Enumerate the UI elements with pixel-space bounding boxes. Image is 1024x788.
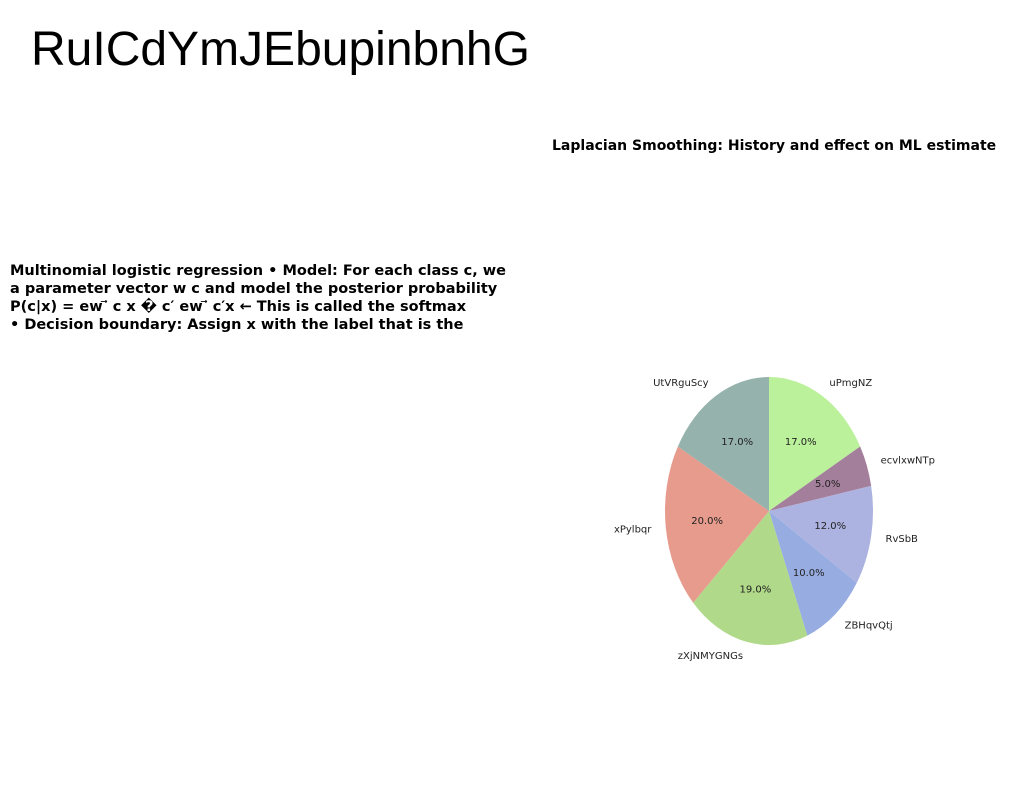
chart-title: Laplacian Smoothing: History and effect … xyxy=(552,138,997,154)
slice-category-label: ZBHqvQtj xyxy=(845,621,893,632)
slice-percent-label: 19.0% xyxy=(740,585,772,596)
slice-percent-label: 17.0% xyxy=(785,437,817,448)
slice-category-label: UtVRguScy xyxy=(653,378,709,389)
body-text-line: Multinomial logistic regression • Model:… xyxy=(10,263,507,279)
slice-percent-label: 20.0% xyxy=(691,516,723,527)
slice-category-label: zXjNMYGNGs xyxy=(678,651,743,662)
pie-slice xyxy=(769,377,861,511)
pie-chart: 17.0% uPmgNZ 5.0% ecvlxwNTp 12.0% RvSbB 10.0% Z… xyxy=(614,377,935,662)
slice-category-label: uPmgNZ xyxy=(829,378,872,389)
slice-category-label: xPylbqr xyxy=(614,525,652,536)
pie-slice xyxy=(769,511,857,636)
slice-category-label: ecvlxwNTp xyxy=(881,456,935,467)
page-title: RuICdYmJEbupinbnhG xyxy=(31,23,530,76)
slice-percent-label: 10.0% xyxy=(793,568,825,579)
slice-category-label: RvSbB xyxy=(886,534,919,545)
body-text-line: a parameter vector w c and model the pos… xyxy=(10,281,498,297)
slice-percent-label: 17.0% xyxy=(721,437,753,448)
pie-slice xyxy=(769,446,872,511)
pie-slice xyxy=(677,377,769,511)
pie-slice xyxy=(769,485,874,583)
pie-slice xyxy=(693,511,808,645)
pie-slice xyxy=(664,446,769,603)
slice-percent-label: 12.0% xyxy=(814,521,846,532)
body-text: Multinomial logistic regression • Model:… xyxy=(10,262,515,334)
slice-percent-label: 5.0% xyxy=(815,479,840,490)
body-text-line: • Decision boundary: Assign x with the l… xyxy=(10,317,464,333)
body-text-line: P(c|x) = ew ⃗ c x � c′ ew ⃗ c′x ← This i… xyxy=(10,299,467,315)
